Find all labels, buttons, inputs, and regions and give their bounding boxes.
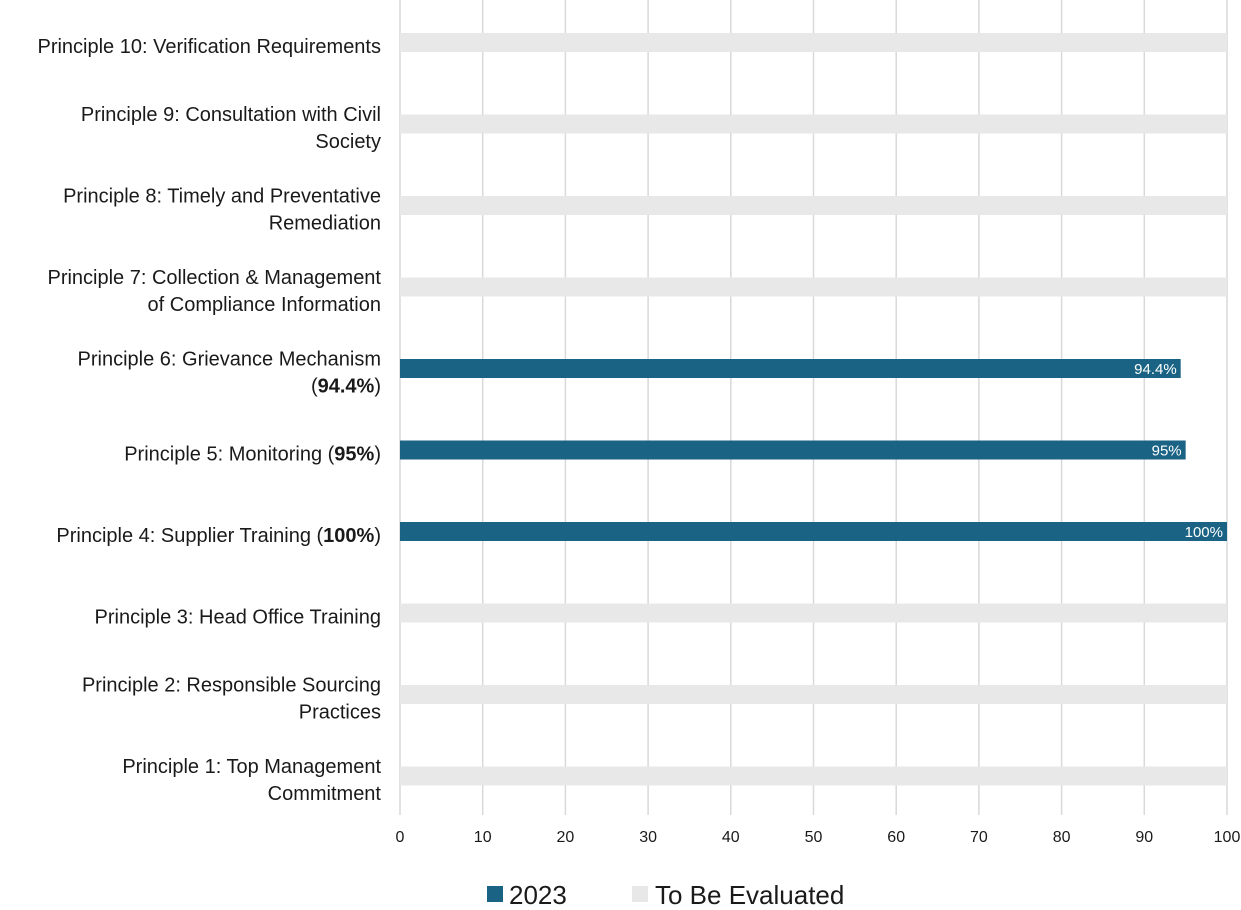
bar-to-be-evaluated-2 <box>400 685 1227 704</box>
x-tick-label-60: 60 <box>887 829 905 846</box>
bar-to-be-evaluated-10 <box>400 33 1227 52</box>
category-label-6-line-2: (94.4%) <box>311 376 381 398</box>
category-labels: Principle 1: Top Management Commitment Pri… <box>37 36 381 805</box>
category-label-2-line-1: Principle 2: Responsible Sourcing <box>82 675 381 697</box>
bar-to-be-evaluated-7 <box>400 277 1227 297</box>
bar-to-be-evaluated-9 <box>400 114 1227 134</box>
x-axis-ticks: 0 10 20 30 40 50 60 70 80 90 100 <box>396 829 1241 846</box>
x-tick-label-90: 90 <box>1135 829 1153 846</box>
legend: 2023 To Be Evaluated <box>487 880 844 910</box>
bar-to-be-evaluated-3 <box>400 603 1227 623</box>
category-label-1-line-1: Principle 1: Top Management <box>122 756 381 778</box>
category-label-10-line-1: Principle 10: Verification Requirements <box>37 36 381 58</box>
category-label-4-line-1: Principle 4: Supplier Training (100%) <box>56 525 381 547</box>
data-label-5: 95% <box>1152 443 1182 460</box>
x-tick-label-40: 40 <box>722 829 740 846</box>
x-tick-label-100: 100 <box>1214 829 1241 846</box>
category-label-9-line-2: Society <box>315 131 381 153</box>
category-label-8-line-1: Principle 8: Timely and Preventative <box>63 186 381 208</box>
category-label-9-line-1: Principle 9: Consultation with Civil <box>81 104 381 126</box>
bar-2023-4 <box>400 522 1227 541</box>
category-label-5-line-1: Principle 5: Monitoring (95%) <box>124 444 381 466</box>
data-label-4: 100% <box>1185 524 1223 541</box>
legend-label-2023: 2023 <box>509 880 567 910</box>
category-label-2-line-2: Practices <box>299 702 381 724</box>
category-label-8-line-2: Remediation <box>269 213 381 235</box>
category-label-3-line-1: Principle 3: Head Office Training <box>95 607 381 629</box>
legend-swatch-2023 <box>487 886 503 902</box>
x-tick-label-30: 30 <box>639 829 657 846</box>
bars: 100% 95% 94.4% <box>400 33 1227 786</box>
x-tick-label-70: 70 <box>970 829 988 846</box>
category-label-7-line-1: Principle 7: Collection & Management <box>47 267 381 289</box>
x-tick-label-10: 10 <box>474 829 492 846</box>
x-tick-label-0: 0 <box>396 829 405 846</box>
x-tick-label-80: 80 <box>1053 829 1071 846</box>
bar-2023-6 <box>400 359 1181 378</box>
category-label-7-line-2: of Compliance Information <box>148 294 381 316</box>
category-label-6-line-1: Principle 6: Grievance Mechanism <box>78 349 381 371</box>
gridlines <box>399 0 1228 815</box>
bar-to-be-evaluated-1 <box>400 766 1227 786</box>
x-tick-label-20: 20 <box>557 829 575 846</box>
data-label-6: 94.4% <box>1134 361 1177 378</box>
legend-swatch-to-be-evaluated <box>632 886 648 902</box>
legend-label-to-be-evaluated: To Be Evaluated <box>655 880 844 910</box>
bar-to-be-evaluated-8 <box>400 196 1227 215</box>
bar-2023-5 <box>400 440 1186 460</box>
category-label-1-line-2: Commitment <box>268 783 382 805</box>
x-tick-label-50: 50 <box>805 829 823 846</box>
